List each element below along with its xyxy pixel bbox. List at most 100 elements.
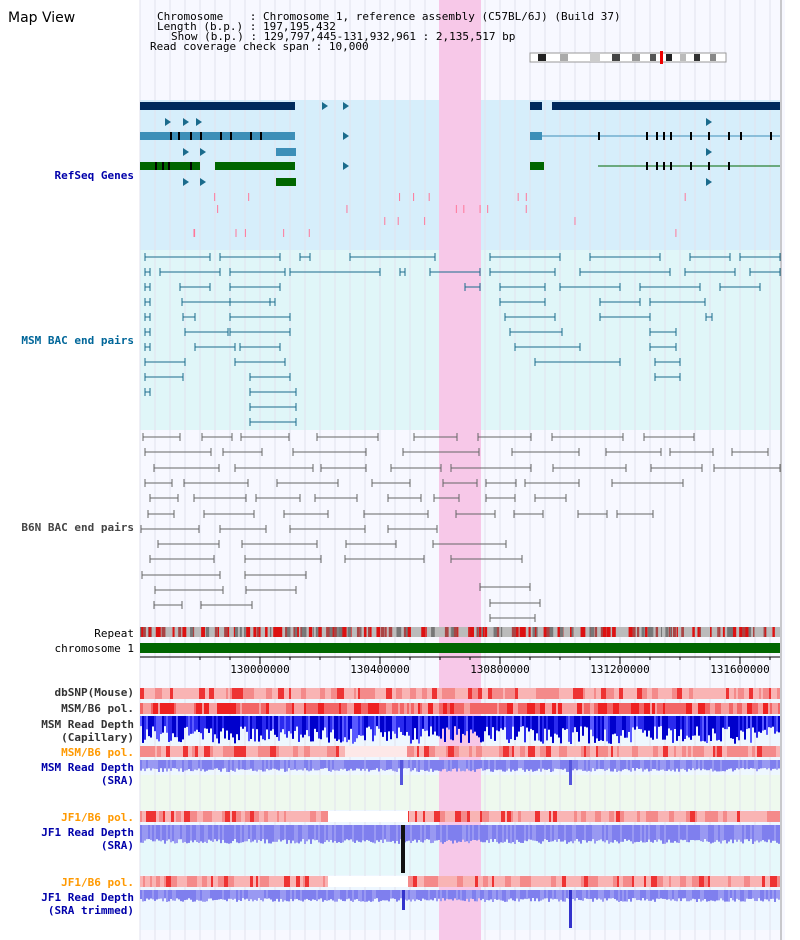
jf1-trimmed-depth-bar [436, 890, 438, 902]
jf1-b6-pol-trimmed-heat [467, 876, 471, 887]
dbsnp-heat [769, 688, 771, 699]
track-label-jf1-depth-sra[interactable]: JF1 Read Depth (SRA) [41, 826, 134, 852]
msm-capillary-depth-bar [484, 716, 486, 732]
jf1-b6-pol-trimmed-heat [755, 876, 757, 887]
jf1-sra-depth-bar [440, 825, 442, 843]
track-label-jf1-b6-pol-trimmed[interactable]: JF1/B6 pol. [61, 876, 134, 889]
track-label-msm-depth-capillary[interactable]: MSM Read Depth (Capillary) [41, 718, 134, 744]
msm-b6-pol-heat [513, 703, 518, 714]
jf1-b6-pol-trimmed-heat [514, 876, 520, 887]
track-label-jf1-depth-trimmed[interactable]: JF1 Read Depth (SRA trimmed) [41, 891, 134, 917]
track-label-b6n-bac[interactable]: B6N BAC end pairs [21, 521, 134, 534]
repeat-element [612, 627, 616, 637]
gene-exon [170, 132, 172, 140]
track-label-chromosome[interactable]: chromosome 1 [54, 642, 134, 655]
msm-capillary-depth-bar [672, 716, 674, 743]
jf1-sra-depth-bar [220, 825, 222, 844]
gene-exon [740, 132, 742, 140]
jf1-sra-depth-bar [570, 825, 572, 842]
dbsnp-heat [724, 688, 726, 699]
jf1-b6-pol-heat [241, 811, 245, 822]
jf1-sra-depth-bar [746, 825, 748, 840]
jf1-b6-pol-heat [697, 811, 703, 822]
msm-b6-pol-sra-heat [220, 746, 223, 757]
jf1-trimmed-depth-bar [178, 890, 180, 900]
track-label-msm-b6-pol-sra[interactable]: MSM/B6 pol. [61, 746, 134, 759]
jf1-b6-pol-trimmed-heat [634, 876, 640, 887]
repeat-element [496, 627, 500, 637]
msm-capillary-depth-bar [676, 716, 678, 741]
gene-exon [190, 132, 192, 140]
jf1-sra-depth-bar [282, 825, 284, 841]
msm-capillary-depth-bar [664, 716, 666, 740]
track-label-dbsnp[interactable]: dbSNP(Mouse) [54, 686, 134, 699]
track-label-msm-b6-pol[interactable]: MSM/B6 pol. [61, 702, 134, 715]
msm-b6-pol-sra-heat [520, 746, 525, 757]
msm-sra-depth-bar [242, 760, 244, 770]
repeat-element [670, 627, 672, 637]
low-coverage-gap [328, 876, 408, 887]
jf1-sra-depth-bar [558, 825, 560, 840]
msm-sra-depth-bar [472, 760, 474, 771]
msm-sra-depth-bar [592, 760, 594, 769]
jf1-b6-pol-heat [507, 811, 511, 822]
dbsnp-heat [672, 688, 677, 699]
track-label-msm-depth-sra[interactable]: MSM Read Depth (SRA) [41, 761, 134, 787]
jf1-trimmed-depth-bar [636, 890, 638, 901]
msm-capillary-depth-bar [144, 716, 146, 740]
repeat-element [246, 627, 248, 637]
msm-sra-depth-bar [194, 760, 196, 770]
repeat-element [637, 627, 640, 637]
track-label-refseq[interactable]: RefSeq Genes [54, 169, 134, 182]
jf1-b6-pol-heat [232, 811, 236, 822]
jf1-sra-depth-bar [706, 825, 708, 842]
jf1-trimmed-depth-bar [584, 890, 586, 899]
msm-capillary-depth-bar [342, 716, 344, 742]
track-label-msm-bac[interactable]: MSM BAC end pairs [21, 334, 134, 347]
msm-sra-depth-bar [196, 760, 198, 771]
msm-capillary-depth-bar [680, 716, 682, 730]
jf1-b6-pol-trimmed-heat [640, 876, 644, 887]
msm-b6-pol-heat [368, 703, 373, 714]
msm-capillary-depth-bar [336, 716, 338, 741]
jf1-sra-depth-bar [250, 825, 252, 843]
repeat-element [297, 627, 299, 637]
jf1-trimmed-depth-bar [558, 890, 560, 902]
msm-sra-depth-bar [466, 760, 468, 769]
msm-b6-pol-heat [768, 703, 770, 714]
msm-b6-pol-sra-heat [528, 746, 531, 757]
msm-sra-depth-bar [444, 760, 446, 769]
msm-b6-pol-heat [447, 703, 450, 714]
jf1-b6-pol-heat [236, 811, 241, 822]
jf1-b6-pol-heat [562, 811, 565, 822]
track-label-jf1-b6-pol[interactable]: JF1/B6 pol. [61, 811, 134, 824]
jf1-trimmed-depth-bar [252, 890, 254, 902]
gene-exon [260, 132, 262, 140]
msm-sra-depth-bar [606, 760, 608, 771]
gene-exon [690, 132, 692, 140]
msm-b6-pol-heat [344, 703, 347, 714]
gene-body [276, 178, 296, 186]
jf1-b6-pol-trimmed-heat [463, 876, 467, 887]
jf1-b6-pol-trimmed-heat [602, 876, 608, 887]
track-label-repeat[interactable]: Repeat [94, 627, 134, 640]
msm-sra-depth-bar [168, 760, 170, 769]
jf1-b6-pol-heat [733, 811, 737, 822]
msm-b6-pol-heat [414, 703, 418, 714]
gene-exon [598, 132, 600, 140]
msm-b6-pol-sra-heat [183, 746, 188, 757]
jf1-trimmed-depth-bar [458, 890, 460, 900]
msm-b6-pol-sra-heat [663, 746, 668, 757]
msm-sra-depth-bar [520, 760, 522, 769]
msm-capillary-depth-bar [774, 716, 776, 734]
msm-sra-depth-bar [312, 760, 314, 769]
msm-capillary-depth-bar [162, 716, 164, 733]
jf1-sra-depth-bar [750, 825, 752, 840]
msm-sra-depth-bar [598, 760, 600, 769]
dbsnp-heat [366, 688, 372, 699]
repeat-element [647, 627, 651, 637]
dbsnp-heat [248, 688, 254, 699]
jf1-sra-depth-bar [562, 825, 564, 842]
msm-sra-depth-bar [350, 760, 352, 769]
